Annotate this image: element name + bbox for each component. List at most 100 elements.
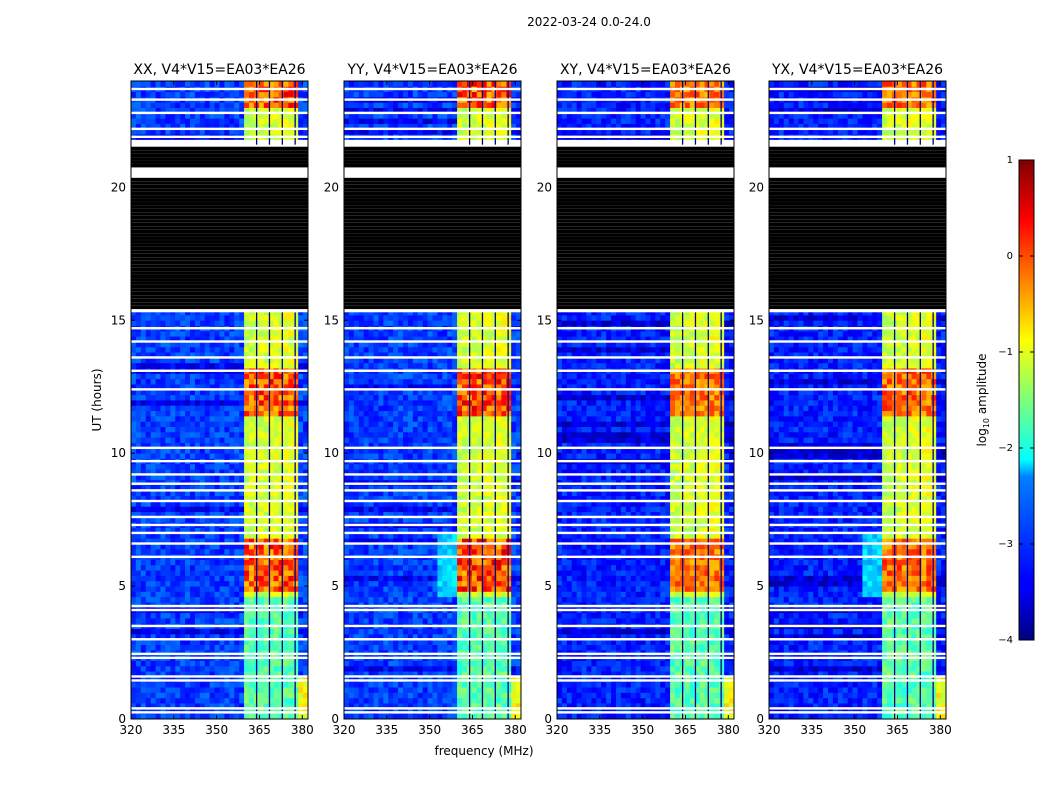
flagged-row (344, 542, 521, 545)
panel-title: XX, V4*V15=EA03*EA26 (133, 62, 305, 78)
flagged-row (344, 515, 521, 519)
x-tick-label: 350 (631, 723, 654, 737)
integration-line (131, 267, 308, 272)
integration-line (557, 271, 734, 275)
integration-line (344, 198, 521, 202)
plot-frame (130, 80, 309, 720)
flagged-row (131, 388, 308, 391)
flagged-row (131, 459, 308, 463)
integration-line (131, 205, 308, 209)
flagged-row (769, 656, 946, 660)
flagged-row (344, 340, 521, 343)
integration-line (557, 160, 734, 164)
integration-line (557, 177, 734, 182)
integration-line (557, 243, 734, 247)
integration-line (344, 264, 521, 268)
flagged-row (131, 608, 308, 612)
flagged-row (344, 127, 521, 131)
flagged-row (344, 489, 521, 492)
integration-line (557, 284, 734, 289)
integration-line (344, 236, 521, 240)
integration-line (131, 157, 308, 161)
integration-line (131, 302, 308, 306)
integration-line (131, 233, 308, 237)
flagged-row (557, 489, 734, 492)
flagged-row (557, 656, 734, 660)
heatmap (557, 81, 734, 719)
integration-line (769, 246, 946, 251)
flagged-row (131, 446, 308, 450)
integration-line (769, 188, 946, 192)
x-tick-label: 380 (929, 723, 952, 737)
integration-line (131, 260, 308, 265)
integration-line (769, 208, 946, 213)
flagged-row (131, 542, 308, 545)
flagged-row (344, 608, 521, 612)
flagged-row (557, 542, 734, 545)
y-tick-label: 20 (324, 180, 339, 194)
integration-line (557, 288, 734, 292)
flagged-row (557, 369, 734, 372)
y-tick-label: 5 (331, 579, 339, 593)
integration-line (344, 177, 521, 182)
y-tick-label: 20 (111, 180, 126, 194)
flagged-row (344, 531, 521, 535)
integration-line (344, 250, 521, 254)
integration-line (131, 278, 308, 282)
integration-line (769, 264, 946, 268)
flagged-row (131, 679, 308, 682)
integration-line (557, 260, 734, 265)
x-tick-label: 350 (843, 723, 866, 737)
flagged-row (557, 624, 734, 628)
flagged-row (769, 135, 946, 139)
flagged-row (344, 604, 521, 608)
integration-line (131, 298, 308, 303)
x-tick-label: 335 (375, 723, 398, 737)
integration-line (131, 198, 308, 202)
integration-line (769, 233, 946, 237)
panel-yx: YX, V4*V15=EA03*EA26 320 335 350 365 380 0 5 10 1… (749, 62, 952, 737)
flagged-row (344, 135, 521, 139)
integration-line (344, 202, 521, 206)
integration-line (131, 181, 308, 185)
integration-line (131, 291, 308, 296)
flagged-row (769, 127, 946, 131)
integration-line (344, 226, 521, 230)
x-tick-label: 365 (886, 723, 909, 737)
flagged-row (344, 482, 521, 485)
flagged-row (769, 542, 946, 545)
colorbar-tick-label: 0 (1007, 251, 1013, 262)
figure-suptitle: 2022-03-24 0.0-24.0 (527, 15, 651, 29)
flagged-row (769, 327, 946, 330)
y-tick-label: 15 (324, 313, 339, 327)
integration-line (344, 278, 521, 282)
integration-line (131, 188, 308, 192)
y-tick-label: 15 (111, 313, 126, 327)
integration-line (344, 260, 521, 265)
flagged-row (344, 707, 521, 710)
integration-line (769, 298, 946, 303)
flagged-row (769, 111, 946, 115)
flagged-row (557, 388, 734, 391)
flagged-row (769, 98, 946, 101)
flagged-row (557, 135, 734, 139)
integration-line (344, 240, 521, 244)
flagged-row (344, 87, 521, 91)
integration-line (344, 153, 521, 158)
flagged-row (131, 656, 308, 660)
integration-line (131, 153, 308, 158)
integration-line (131, 246, 308, 251)
integration-line (769, 160, 946, 164)
integration-line (131, 236, 308, 240)
colorbar-label-sub: 10 (982, 418, 991, 428)
flagged-row (131, 675, 308, 678)
flagged-row (131, 473, 308, 476)
integration-line (769, 291, 946, 296)
flagged-row (131, 515, 308, 519)
x-tick-label: 335 (800, 723, 823, 737)
flagged-row (769, 499, 946, 503)
flagged-row (769, 555, 946, 559)
y-axis-label: UT (hours) (90, 368, 104, 431)
flagged-row (344, 656, 521, 660)
colorbar-tick-label: −1 (998, 347, 1013, 358)
